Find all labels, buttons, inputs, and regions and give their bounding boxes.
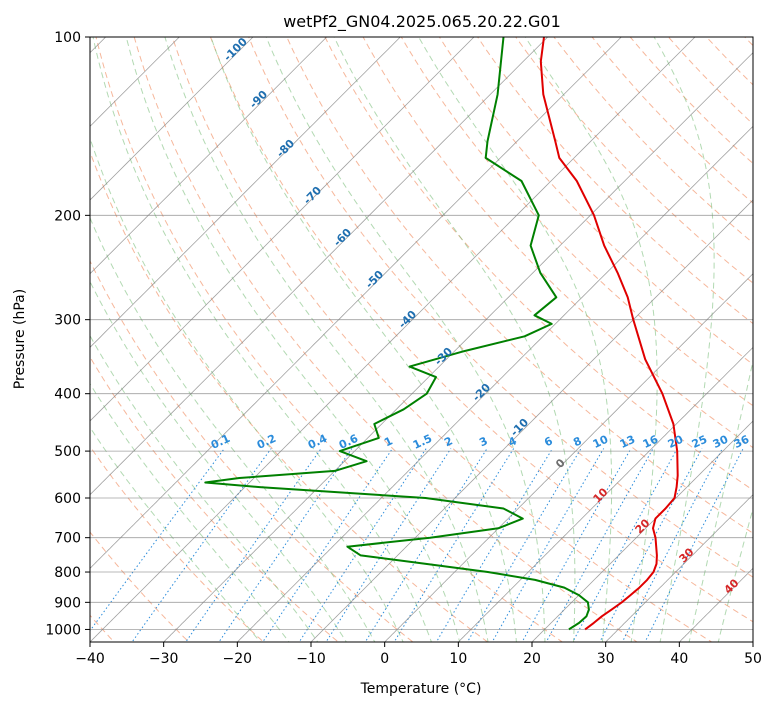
isotherm-line (90, 37, 475, 422)
isotherm-line (90, 37, 622, 569)
dry-adiabat-line (90, 259, 414, 642)
y-tick-label: 600 (54, 491, 81, 507)
dry-adiabat-line (400, 37, 753, 407)
x-tick-label: −20 (223, 651, 253, 667)
dry-adiabat-line (248, 37, 753, 578)
x-tick-label: 10 (449, 651, 467, 667)
moist-adiabat-line (653, 37, 715, 642)
temperature-profile (539, 37, 679, 631)
mixing-ratio-label: 20 (666, 433, 686, 451)
y-tick-label: 300 (54, 313, 81, 329)
dry-adiabat-line (286, 37, 753, 534)
isotherm-line (531, 420, 753, 642)
y-axis-label: Pressure (hPa) (12, 289, 28, 389)
isotherm-line (678, 567, 753, 642)
dry-adiabat-line (209, 37, 753, 623)
x-axis-label: Temperature (°C) (360, 681, 482, 697)
dry-adiabat-line (438, 37, 753, 366)
y-tick-label: 800 (54, 565, 81, 581)
isotherm-line (90, 37, 401, 348)
dewpoint-profile (204, 37, 590, 631)
mixing-ratio-label: 25 (690, 433, 709, 451)
mixing-ratio-line (621, 448, 723, 642)
moist-adiabat-line (717, 506, 753, 642)
isotherm-line (236, 125, 753, 642)
x-tick-label: −40 (75, 651, 105, 667)
moist-adiabat-line (90, 334, 319, 642)
isotherm-line (163, 52, 753, 642)
moist-adiabat-line (265, 37, 546, 642)
x-tick-label: 40 (670, 651, 688, 667)
x-tick-label: −10 (296, 651, 326, 667)
chart-title: wetPf2_GN04.2025.065.20.22.G01 (283, 12, 561, 32)
mixing-ratio-label: 36 (732, 433, 752, 451)
sounding-profiles (204, 37, 679, 631)
x-tick-label: 0 (380, 651, 389, 667)
mixing-ratio-label: 13 (618, 433, 637, 451)
isotherm-line (310, 199, 753, 642)
y-axis: 100 200 300 400 500 600 700 800 900 1000 (45, 30, 90, 638)
isotherm-line (605, 494, 753, 642)
mixing-ratio-line (599, 448, 703, 642)
plot-frame (89, 36, 754, 643)
x-axis: −40 −30 −20 −10 0 10 20 30 40 50 (75, 642, 762, 667)
mixing-ratio-label: 10 (591, 433, 611, 451)
y-tick-label: 100 (54, 30, 81, 46)
dry-adiabat-line (90, 356, 340, 642)
dry-adiabat-line (171, 37, 713, 642)
mixing-ratio-label: 16 (641, 433, 661, 451)
x-tick-label: 50 (744, 651, 762, 667)
dry-adiabat-line (133, 37, 638, 642)
dry-adiabat-line (95, 37, 564, 642)
x-tick-label: 30 (597, 651, 615, 667)
isotherm-line (90, 37, 696, 642)
dry-adiabat-line (90, 531, 190, 642)
moist-adiabat-line (418, 37, 613, 642)
mixing-ratio-line (218, 448, 353, 642)
isotherm-line (90, 37, 549, 496)
moist-adiabat-line (333, 37, 576, 642)
mixing-ratio-line (644, 448, 744, 642)
y-tick-label: 400 (54, 387, 81, 403)
y-tick-label: 1000 (45, 622, 81, 638)
mixing-ratio-label: 30 (711, 433, 731, 451)
isotherm-line (384, 273, 753, 642)
y-tick-label: 200 (54, 208, 81, 224)
dry-adiabat-line (90, 445, 265, 642)
y-tick-label: 700 (54, 531, 81, 547)
isotherm-line (457, 346, 753, 642)
moist-adiabat-line (92, 37, 432, 642)
x-tick-label: −30 (149, 651, 179, 667)
dry-adiabat-line (477, 37, 753, 325)
y-tick-label: 900 (54, 595, 81, 611)
x-tick-label: 20 (523, 651, 541, 667)
y-tick-label: 500 (54, 444, 81, 460)
